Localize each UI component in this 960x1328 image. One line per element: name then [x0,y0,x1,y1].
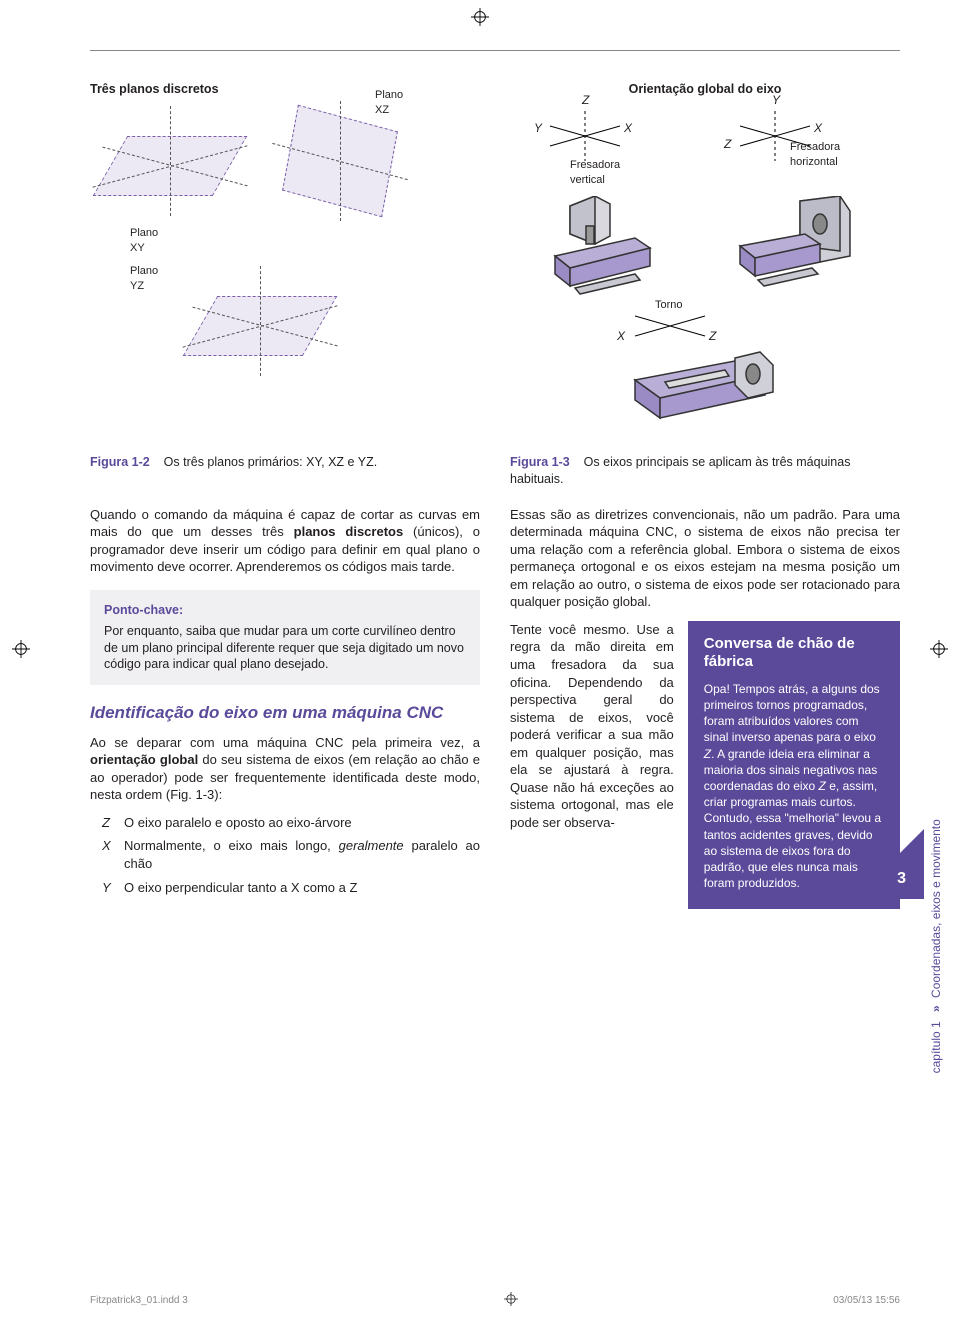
machine-vertical-mill [540,196,650,296]
para-orientacao-global: Ao se deparar com uma máquina CNC pela p… [90,734,480,804]
right-column: Essas são as diretrizes convencionais, n… [510,506,900,910]
label-plano-xz: Plano XZ [375,88,403,118]
body-columns: Quando o comando da máquina é capaz de c… [90,506,900,910]
label-fresadora-vertical: Fresadora vertical [570,158,620,188]
axis-definition-list: Z O eixo paralelo e oposto ao eixo-árvor… [102,814,480,896]
label-plano-xy: Plano XY [130,226,158,256]
label-fresadora-horizontal: Fresadora horizontal [790,140,840,170]
machine-horizontal-mill [730,196,840,296]
registration-mark-bottom [504,1292,518,1311]
machine-lathe [625,350,735,450]
para-tente-voce: Tente você mesmo. Use a regra da mão dir… [510,621,674,909]
caption-row: Figura 1-2 Os três planos primários: XY,… [90,454,900,488]
figure-1-3-caption: Figura 1-3 Os eixos principais se aplica… [510,454,900,488]
figure-1-2-caption: Figura 1-2 Os três planos primários: XY,… [90,454,480,488]
chevron-icon: » [929,1007,943,1012]
footer-file: Fitzpatrick3_01.indd 3 [90,1294,188,1308]
figure-1-3-title: Orientação global do eixo [510,81,900,98]
print-footer: Fitzpatrick3_01.indd 3 03/05/13 15:56 [90,1292,900,1311]
para-planos-discretos: Quando o comando da máquina é capaz de c… [90,506,480,576]
def-z: Z O eixo paralelo e oposto ao eixo-árvor… [102,814,480,832]
def-x: X Normalmente, o eixo mais longo, geralm… [102,837,480,872]
callout-body: Por enquanto, saiba que mudar para um co… [104,623,466,674]
label-torno: Torno [655,298,683,313]
figure-1-3-diagram: Y Z X Fresadora vertical Z Y X Fresa [510,106,900,436]
left-column: Quando o comando da máquina é capaz de c… [90,506,480,910]
def-y: Y O eixo perpendicular tanto a X como a … [102,879,480,897]
figure-1-2-diagram: Plano XZ Plano XY Plano YZ [90,106,480,436]
callout-title: Ponto-chave: [104,602,466,619]
label-plano-yz: Plano YZ [130,264,158,294]
sidebar-title: Conversa de chão de fábrica [704,635,884,671]
callout-ponto-chave: Ponto-chave: Por enquanto, saiba que mud… [90,590,480,686]
running-head-vertical: capítulo 1 » Coordenadas, eixos e movime… [928,819,944,1073]
top-rule [90,50,900,51]
figure-1-2: Três planos discretos Plano XZ Plano XY … [90,81,480,436]
footer-timestamp: 03/05/13 15:56 [833,1294,900,1308]
figure-1-2-title: Três planos discretos [90,81,480,98]
figures-row: Três planos discretos Plano XZ Plano XY … [90,81,900,436]
para-diretrizes: Essas são as diretrizes convencionais, n… [510,506,900,611]
section-heading: Identificação do eixo em uma máquina CNC [90,703,480,723]
figure-1-3: Orientação global do eixo Y Z X Fresador… [510,81,900,436]
